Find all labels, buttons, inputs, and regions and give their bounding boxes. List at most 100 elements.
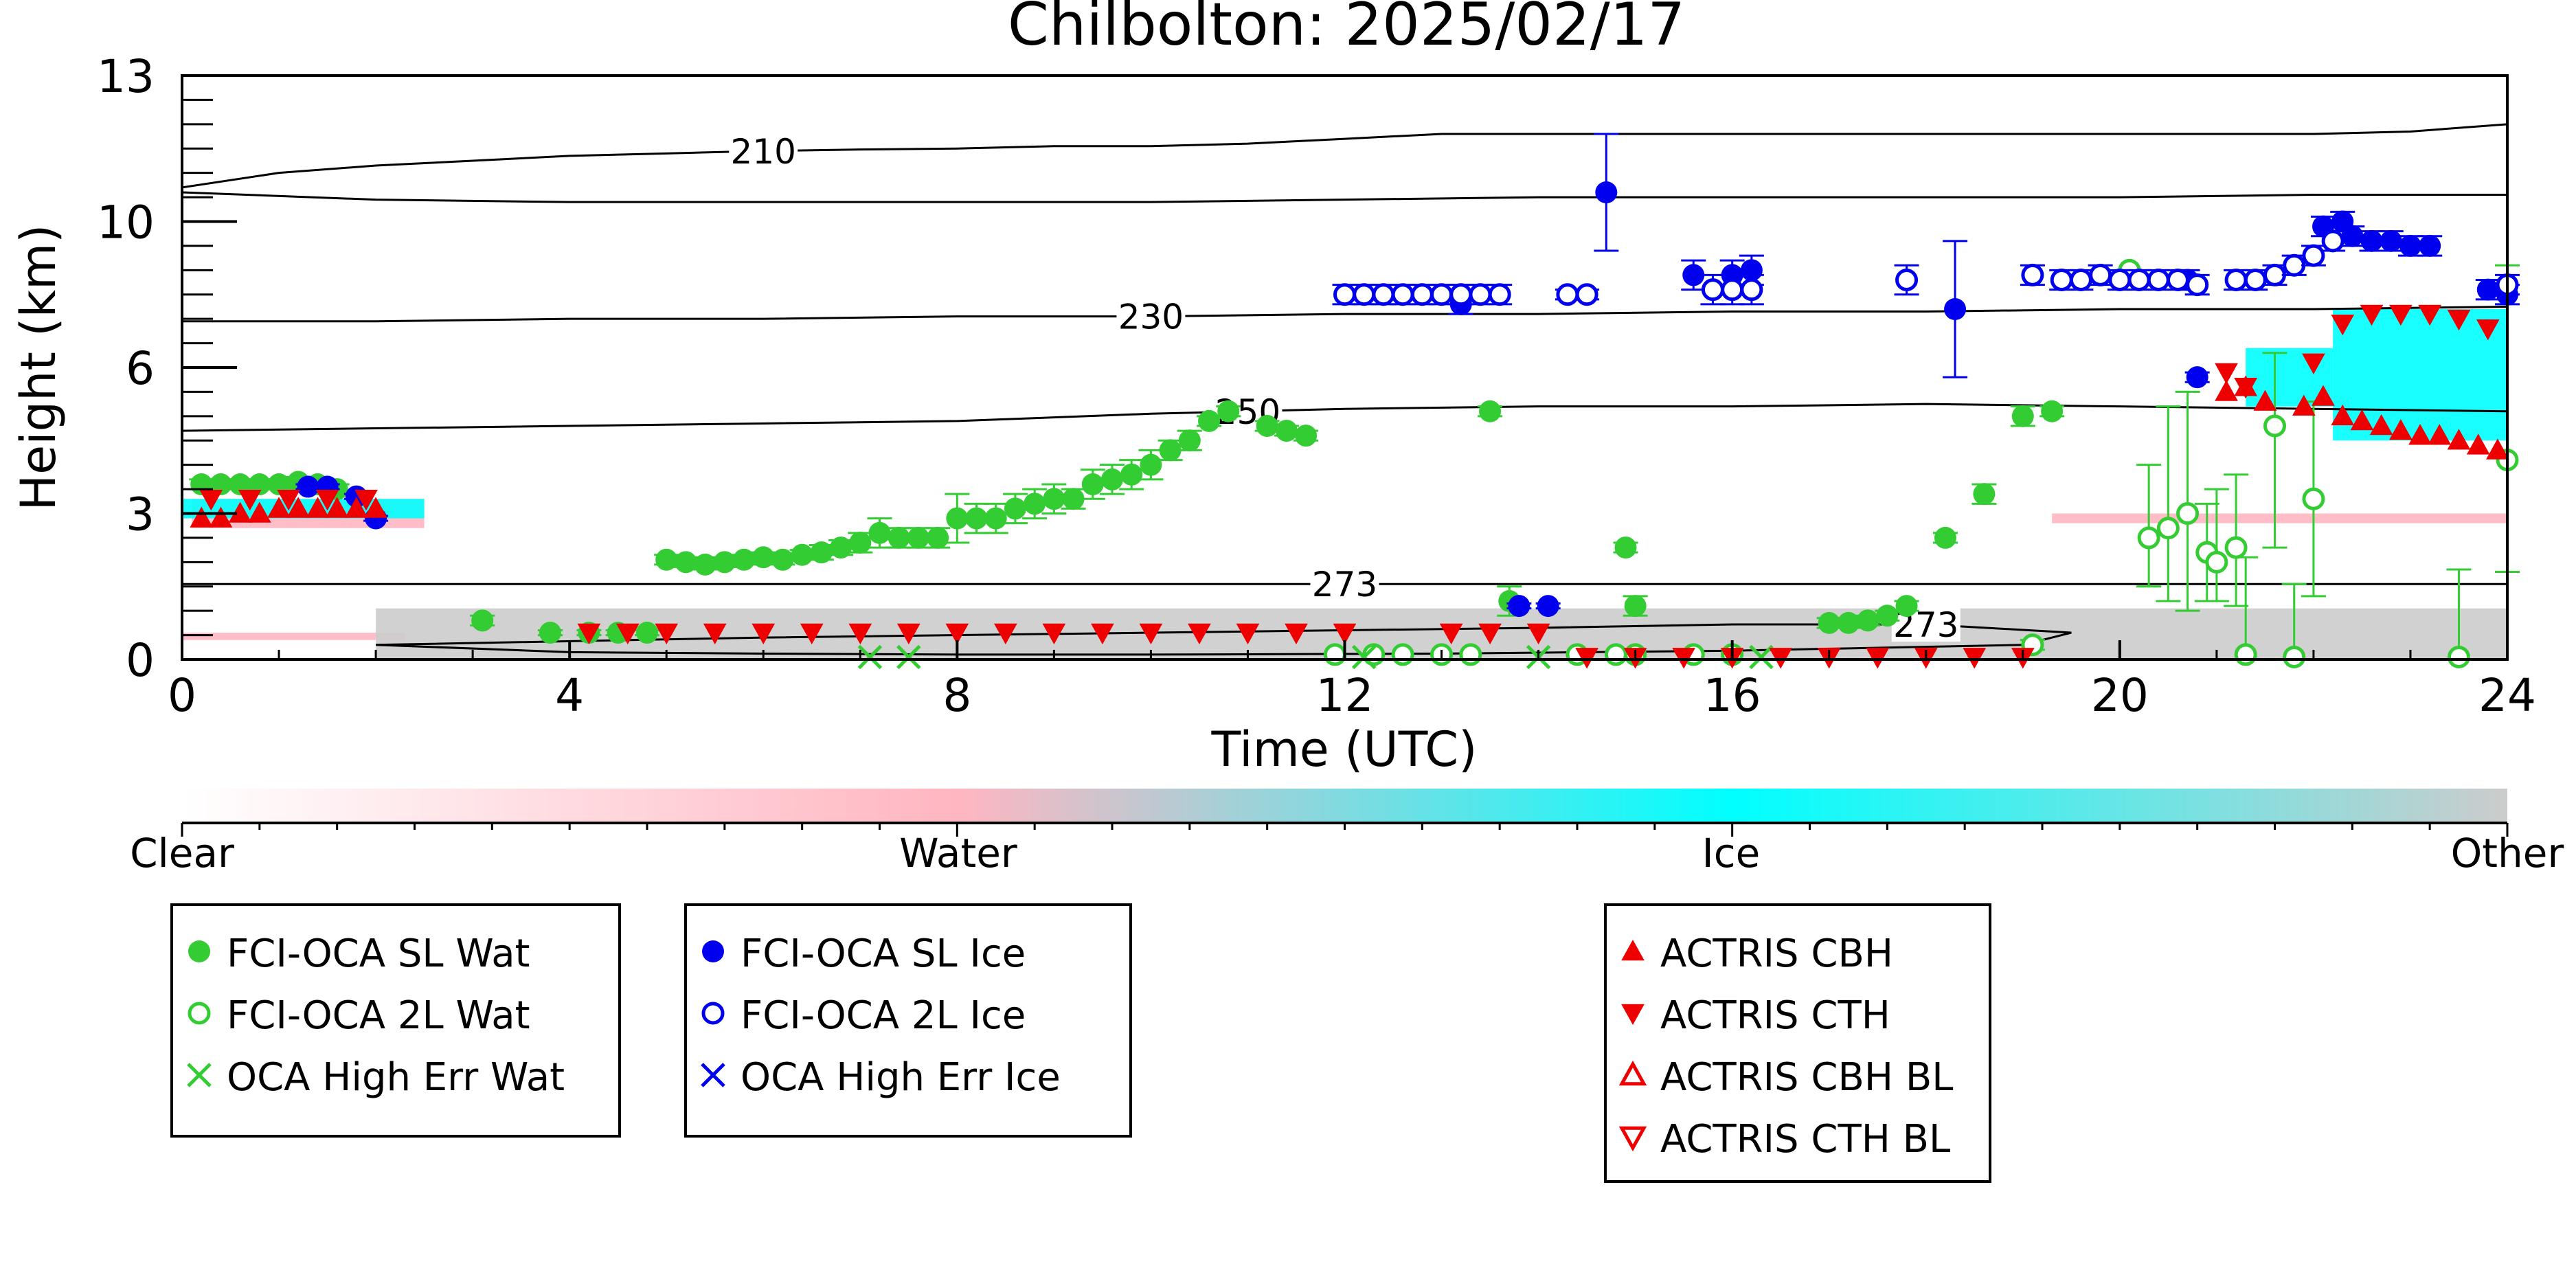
- legend-entry: ACTRIS CBH: [1621, 931, 1893, 976]
- marker-layer: [189, 133, 2520, 670]
- legend-label: FCI-OCA SL Ice: [741, 931, 1026, 976]
- marker-open-circle: [2302, 244, 2325, 267]
- marker-triangle-down: [2447, 309, 2471, 331]
- legend-label: FCI-OCA 2L Ice: [741, 993, 1026, 1038]
- marker-filled-circle: [1217, 400, 1240, 422]
- marker-triangle-down: [1236, 623, 1260, 645]
- marker-triangle-down: [896, 623, 920, 645]
- marker-filled-circle: [1876, 605, 1899, 627]
- marker-filled-circle: [2476, 278, 2499, 301]
- marker-filled-circle: [2041, 400, 2064, 422]
- cloud-mask-water: [182, 633, 405, 640]
- series-fci-oca-sl-ice: [295, 133, 2520, 618]
- marker-filled-circle: [1934, 526, 1956, 549]
- marker-open-circle: [188, 1002, 211, 1025]
- marker-filled-circle: [1295, 425, 1318, 447]
- marker-x-stroke: [857, 644, 883, 670]
- marker-filled-circle: [1275, 420, 1298, 442]
- marker-triangle-down: [315, 489, 339, 511]
- marker-open-circle: [2156, 517, 2180, 540]
- marker-x-stroke: [896, 644, 921, 670]
- marker-open-circle: [2205, 550, 2228, 574]
- temperature-contour: [182, 305, 2507, 323]
- y-tick-label: 3: [126, 488, 155, 541]
- legend-label: OCA High Err Ice: [741, 1055, 1061, 1100]
- marker-triangle-down: [1621, 1004, 1645, 1026]
- marker-open-circle: [2283, 253, 2306, 277]
- marker-triangle-up: [2408, 424, 2432, 445]
- marker-triangle-down: [2215, 363, 2238, 385]
- marker-filled-circle: [1159, 439, 1182, 462]
- marker-filled-circle: [2186, 366, 2208, 389]
- marker-triangle-up: [209, 506, 233, 528]
- marker-triangle-down: [752, 623, 776, 645]
- marker-open-circle: [2137, 526, 2160, 550]
- contour-label: 210: [731, 132, 796, 172]
- marker-open-circle: [2127, 269, 2151, 291]
- marker-triangle-up: [2312, 385, 2335, 406]
- marker-triangle-up: [2428, 424, 2452, 445]
- marker-filled-circle: [1256, 415, 1278, 437]
- marker-triangle-down: [2476, 319, 2500, 341]
- x-tick-label: 0: [168, 669, 196, 722]
- colorbar-label: Ice: [1702, 830, 1761, 877]
- x-tick-label: 20: [2091, 669, 2149, 722]
- marker-filled-circle: [733, 548, 756, 571]
- marker-triangle-down: [945, 623, 969, 645]
- temperature-contour: [182, 403, 2507, 432]
- y-tick-label: 0: [126, 634, 155, 687]
- marker-filled-circle: [1537, 595, 1559, 618]
- marker-filled-circle: [2419, 234, 2441, 257]
- colorbar-label: Clear: [130, 830, 234, 877]
- marker-open-triangle-up: [1618, 1060, 1647, 1086]
- marker-open-circle: [2147, 269, 2170, 291]
- contour-label: 273: [1312, 565, 1377, 605]
- marker-filled-circle: [1614, 536, 1637, 559]
- marker-filled-circle: [1198, 409, 1221, 432]
- contour-label-bg: [1310, 567, 1379, 602]
- marker-filled-circle: [539, 622, 561, 644]
- marker-x-stroke: [1749, 644, 1774, 670]
- legend-entry: ACTRIS CTH BL: [1618, 1117, 1950, 1162]
- marker-triangle-down: [354, 489, 378, 511]
- marker-open-circle: [1353, 283, 1376, 306]
- series-fci-oca-2l-ice: [1332, 229, 2520, 306]
- legend-entry: FCI-OCA SL Ice: [702, 931, 1026, 976]
- marker-filled-circle: [655, 548, 678, 571]
- marker-open-circle: [1469, 283, 1492, 306]
- legend-entry: OCA High Err Ice: [701, 1055, 1061, 1100]
- marker-triangle-up: [2292, 394, 2316, 416]
- marker-filled-circle: [2399, 234, 2421, 257]
- marker-x: [701, 1063, 725, 1087]
- marker-triangle-up: [345, 497, 368, 518]
- marker-filled-circle: [1004, 497, 1026, 520]
- marker-triangle-down: [577, 623, 601, 645]
- temperature-contour: [182, 123, 2507, 189]
- legend-label: FCI-OCA SL Wat: [227, 931, 530, 976]
- marker-open-circle: [1895, 269, 1919, 291]
- series-actris-cbh: [190, 375, 2509, 528]
- marker-filled-circle: [946, 507, 969, 530]
- y-axis-label: Height (km): [10, 225, 67, 511]
- marker-filled-circle: [907, 526, 929, 549]
- axis-ticks: 0 4 8 12 16 20 24 0 3 6 10 13: [97, 50, 2536, 722]
- legend-entry: FCI-OCA 2L Ice: [701, 993, 1026, 1038]
- marker-filled-circle: [771, 548, 794, 571]
- marker-x: [1351, 644, 1377, 670]
- legend-frame: [170, 903, 621, 1138]
- contour-label-bg: [1116, 299, 1186, 334]
- marker-filled-circle: [1081, 473, 1104, 495]
- marker-open-circle: [2302, 487, 2325, 510]
- colorbar-label: Water: [899, 830, 1017, 877]
- marker-triangle-up: [190, 506, 214, 528]
- legend-entry: ACTRIS CTH: [1621, 993, 1890, 1038]
- x-tick-label: 16: [1704, 669, 1761, 722]
- legend-label: FCI-OCA 2L Wat: [227, 993, 530, 1038]
- contour-label: 230: [1118, 297, 1184, 337]
- marker-filled-circle: [1944, 298, 1967, 320]
- marker-triangle-down: [277, 489, 300, 511]
- marker-triangle-up: [2215, 380, 2238, 401]
- legends: FCI-OCA SL Wat FCI-OCA 2L Wat OCA High Err…: [170, 903, 1991, 1183]
- marker-triangle-down: [1478, 623, 1502, 645]
- marker-open-circle: [1372, 283, 1395, 306]
